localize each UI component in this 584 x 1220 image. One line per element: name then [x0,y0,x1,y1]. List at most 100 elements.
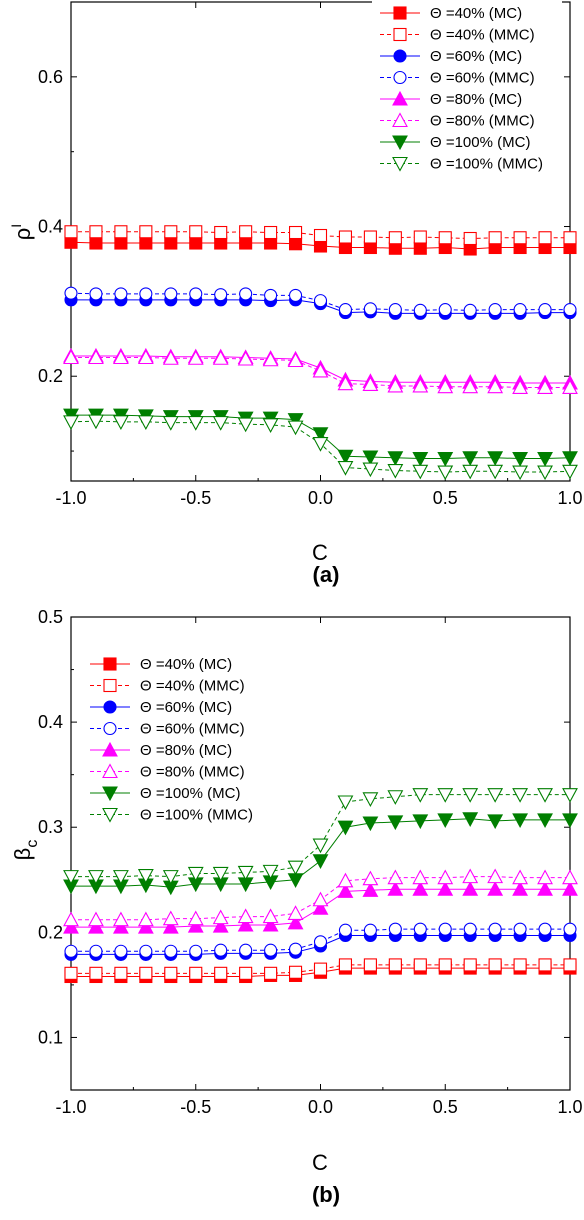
data-point [462,812,479,827]
data-point [63,415,79,431]
legend-marker [393,6,407,20]
data-point [563,922,577,936]
data-point [562,869,578,885]
data-point [63,349,79,365]
legend-marker [102,807,118,823]
y-axis-title-main: β [10,848,35,861]
data-point [512,451,529,467]
data-point [437,378,454,394]
x-tick-label: 0.0 [308,1097,333,1117]
data-point [438,303,452,317]
legend-marker [392,112,408,128]
data-point [114,966,128,980]
data-point [487,788,504,803]
data-point [164,287,178,301]
data-point [112,349,129,365]
data-point [337,883,354,898]
data-point [239,943,253,957]
legend-label: Θ =40% (MMC) [430,27,535,44]
data-point [537,869,553,885]
data-point [538,303,552,317]
data-point [462,464,479,480]
legend-label: Θ =100% (MMC) [140,807,253,824]
data-point [114,287,128,301]
data-point [262,916,279,932]
data-point [89,236,103,250]
data-point [264,966,278,980]
data-point [162,416,179,431]
data-point [337,872,354,888]
legend-label: Θ =80% (MC) [430,91,522,108]
legend-marker [103,700,117,714]
data-point [212,350,229,365]
data-point [438,922,452,936]
legend-label: Θ =60% (MC) [140,699,232,716]
data-point [162,918,179,934]
data-point [512,788,529,803]
data-point [412,451,429,467]
data-point [89,966,103,980]
series-line [71,357,570,388]
data-point [488,303,502,317]
data-point [139,944,153,958]
data-point [239,236,253,250]
panel-label-a: (a) [313,562,340,587]
data-point [537,451,553,467]
data-point [137,918,154,934]
svg-text:βc: βc [10,840,41,861]
y-tick-label: 0.3 [38,817,63,837]
data-point [362,882,379,897]
data-point [537,788,553,803]
data-point [362,376,379,392]
data-point [189,944,203,958]
data-point [338,958,353,972]
data-point [338,303,353,317]
data-point [137,349,154,365]
x-tick-label: 1.0 [557,488,582,508]
data-point [189,225,203,239]
data-point [362,792,379,808]
data-point [538,231,552,245]
data-point [287,860,304,876]
y-axis-title-subscript: c [24,840,41,848]
data-point [237,417,254,433]
y-tick-label: 0.2 [38,366,63,386]
data-point [562,788,578,803]
data-point [313,228,328,243]
data-point [537,379,553,394]
data-point [413,303,427,317]
x-tick-label: -0.5 [180,1097,211,1117]
data-point [388,303,402,317]
data-point [63,870,79,885]
data-point [488,922,502,936]
data-point [288,965,303,979]
legend-label: Θ =40% (MC) [430,5,522,22]
data-point [388,958,402,972]
data-point [563,958,577,972]
data-point [214,225,228,240]
data-point [239,966,253,980]
data-point [437,451,454,467]
data-point [413,241,427,255]
legend-label: Θ =60% (MC) [430,48,522,65]
data-point [312,854,329,870]
data-point [187,350,204,365]
x-tick-label: -1.0 [55,488,86,508]
data-point [287,914,304,930]
data-point [463,303,477,317]
legend-label: Θ =60% (MMC) [430,70,535,87]
x-tick-label: 1.0 [557,1097,582,1117]
data-point [162,870,179,885]
legend: Θ =40% (MC) Θ =40% (MMC) Θ =60% (MC) Θ =60%… [82,652,282,828]
data-point [513,958,527,972]
data-point [487,868,504,884]
legend-label: Θ =40% (MC) [140,656,232,673]
data-point [287,352,304,368]
data-point [562,451,578,466]
data-point [88,349,104,365]
data-point [64,966,78,980]
data-point [413,958,427,972]
data-point [88,414,104,430]
data-point [462,868,479,884]
x-axis-title: C [312,1150,328,1175]
